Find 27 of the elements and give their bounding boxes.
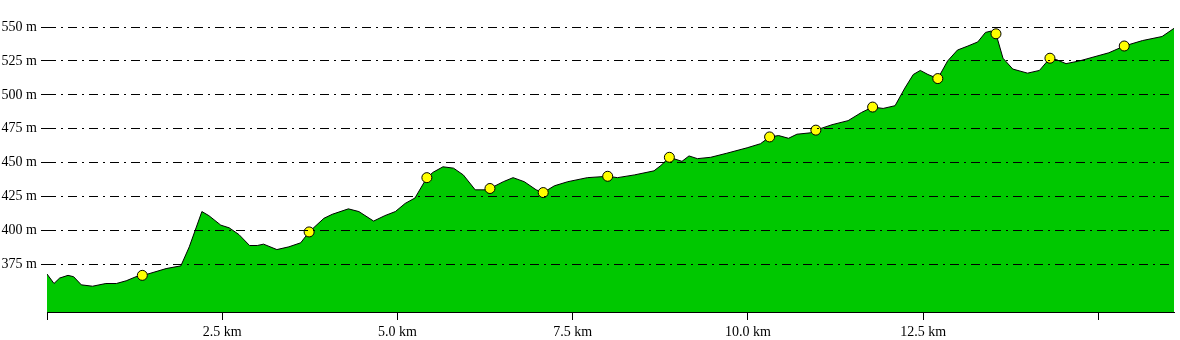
point <box>537 187 549 199</box>
y-tick-label: 525 m <box>1 52 38 68</box>
y-tick-label: 375 m <box>1 256 38 272</box>
x-tick-label: 5.0 km <box>377 324 417 340</box>
point <box>990 28 1002 40</box>
point <box>810 124 822 136</box>
point <box>484 183 496 194</box>
y-tick-label: 500 m <box>1 86 38 102</box>
point <box>663 151 675 163</box>
point <box>602 170 614 182</box>
point <box>867 101 879 113</box>
point <box>764 131 776 143</box>
point <box>1118 40 1130 52</box>
x-tick-label: 12.5 km <box>900 324 947 340</box>
y-tick-label: 550 m <box>1 18 38 34</box>
y-tick-label: 475 m <box>1 120 38 136</box>
y-tick-label: 450 m <box>1 154 38 170</box>
y-tick-label: 400 m <box>1 222 38 238</box>
point <box>303 226 315 238</box>
x-tick-label: 10.0 km <box>724 324 771 340</box>
x-tick-label: 7.5 km <box>553 324 593 340</box>
y-tick-label: 425 m <box>1 188 38 204</box>
point <box>421 172 433 184</box>
x-tick-label: 2.5 km <box>202 324 242 340</box>
point <box>136 269 148 281</box>
point <box>932 73 944 85</box>
point <box>1044 52 1056 64</box>
